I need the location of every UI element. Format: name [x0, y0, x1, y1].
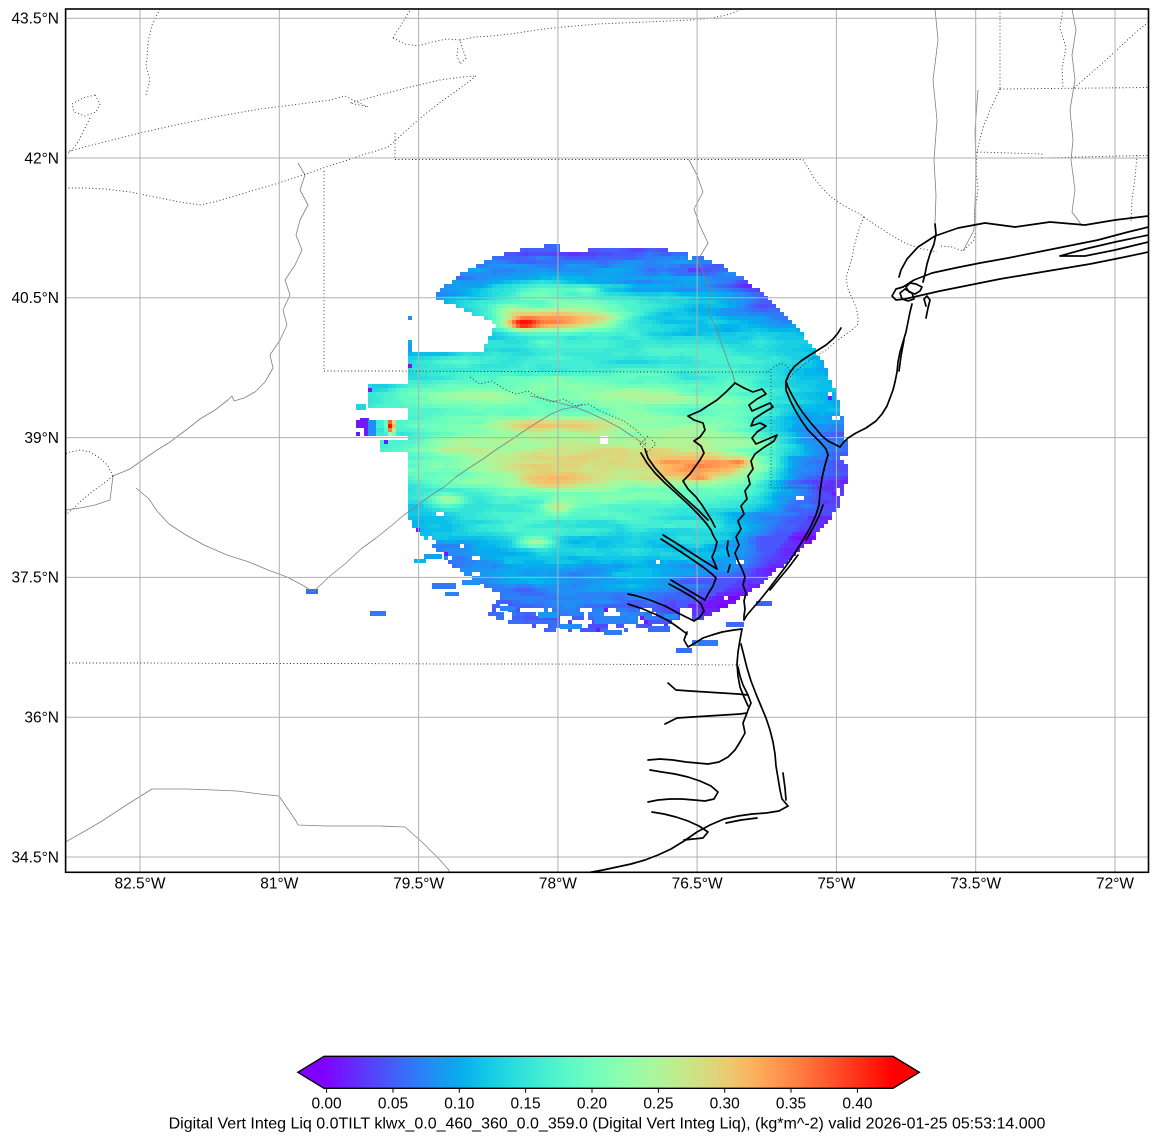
svg-text:78°W: 78°W: [539, 876, 577, 893]
svg-text:0.30: 0.30: [710, 1096, 741, 1113]
svg-text:76.5°W: 76.5°W: [672, 876, 723, 893]
svg-text:42°N: 42°N: [24, 150, 59, 167]
svg-text:0.35: 0.35: [776, 1096, 806, 1113]
svg-text:36°N: 36°N: [24, 710, 59, 727]
svg-text:Digital Vert Integ Liq 0.0TILT: Digital Vert Integ Liq 0.0TILT klwx_0.0_…: [169, 1116, 1046, 1133]
svg-text:0.00: 0.00: [312, 1096, 343, 1113]
svg-text:34.5°N: 34.5°N: [11, 849, 59, 866]
svg-text:0.05: 0.05: [378, 1096, 408, 1113]
svg-text:0.15: 0.15: [511, 1096, 541, 1113]
svg-text:79.5°W: 79.5°W: [393, 876, 444, 893]
svg-text:37.5°N: 37.5°N: [11, 570, 59, 587]
svg-text:40.5°N: 40.5°N: [11, 290, 59, 307]
svg-text:75°W: 75°W: [817, 876, 855, 893]
svg-text:43.5°N: 43.5°N: [11, 11, 59, 28]
svg-text:82.5°W: 82.5°W: [115, 876, 166, 893]
svg-text:81°W: 81°W: [260, 876, 298, 893]
svg-text:0.25: 0.25: [643, 1096, 673, 1113]
svg-text:73.5°W: 73.5°W: [950, 876, 1001, 893]
svg-text:72°W: 72°W: [1096, 876, 1134, 893]
svg-text:0.20: 0.20: [577, 1096, 608, 1113]
svg-text:39°N: 39°N: [24, 430, 59, 447]
svg-text:0.10: 0.10: [444, 1096, 475, 1113]
svg-text:0.40: 0.40: [842, 1096, 873, 1113]
